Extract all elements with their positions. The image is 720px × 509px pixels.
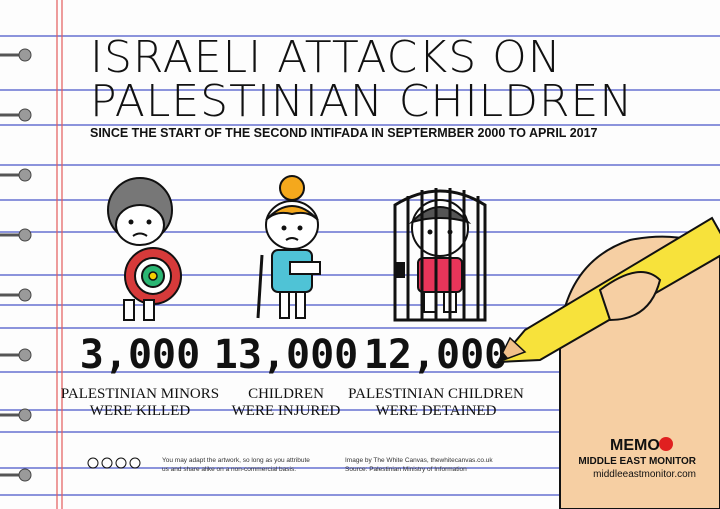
logo: MEMO MIDDLE EAST MONITOR middleeastmonit…	[578, 437, 697, 480]
stat-caption: CHILDREN	[248, 386, 324, 402]
ring-hole	[18, 108, 32, 122]
stat-caption: PALESTINIAN CHILDREN	[348, 386, 524, 402]
license-icons	[87, 457, 141, 469]
credit-text: Image by The White Canvas, thewhitecanva…	[345, 457, 493, 464]
logo-url: middleeastmonitor.com	[593, 469, 696, 480]
subtitle: SINCE THE START OF THE SECOND INTIFADA I…	[90, 126, 598, 140]
illustration-injured	[256, 175, 321, 319]
illustration-killed	[107, 177, 182, 321]
hand-with-pencil	[495, 216, 720, 509]
logo-name: MEMO	[610, 437, 660, 454]
ring-hole	[18, 168, 32, 182]
ring-hole	[18, 228, 32, 242]
stat-caption: WERE KILLED	[90, 403, 191, 419]
credit-text: Source: Palestinian Ministry of Informat…	[345, 466, 467, 473]
ring-hole	[18, 468, 32, 482]
stat-caption: WERE INJURED	[232, 403, 341, 419]
stat-number: 13,000	[214, 332, 359, 378]
ring-hole	[18, 288, 32, 302]
illustration-detained	[393, 188, 487, 322]
stat-number: 3,000	[80, 332, 200, 378]
license-text: You may adapt the artwork, so long as yo…	[162, 457, 310, 464]
stat-number: 12,000	[364, 332, 509, 378]
stat-caption: PALESTINIAN MINORS	[61, 386, 219, 402]
license-text: us and share alike on a non-commercial b…	[162, 466, 296, 473]
title-line: ISRAELI ATTACKS ON	[90, 32, 562, 83]
binder-rings	[0, 48, 32, 482]
logo-full-name: MIDDLE EAST MONITOR	[578, 456, 696, 467]
logo-dot	[659, 437, 673, 451]
title-line: PALESTINIAN CHILDREN	[90, 76, 633, 127]
ring-hole	[18, 48, 32, 62]
ring-hole	[18, 348, 32, 362]
stat-caption: WERE DETAINED	[376, 403, 497, 419]
ring-hole	[18, 408, 32, 422]
